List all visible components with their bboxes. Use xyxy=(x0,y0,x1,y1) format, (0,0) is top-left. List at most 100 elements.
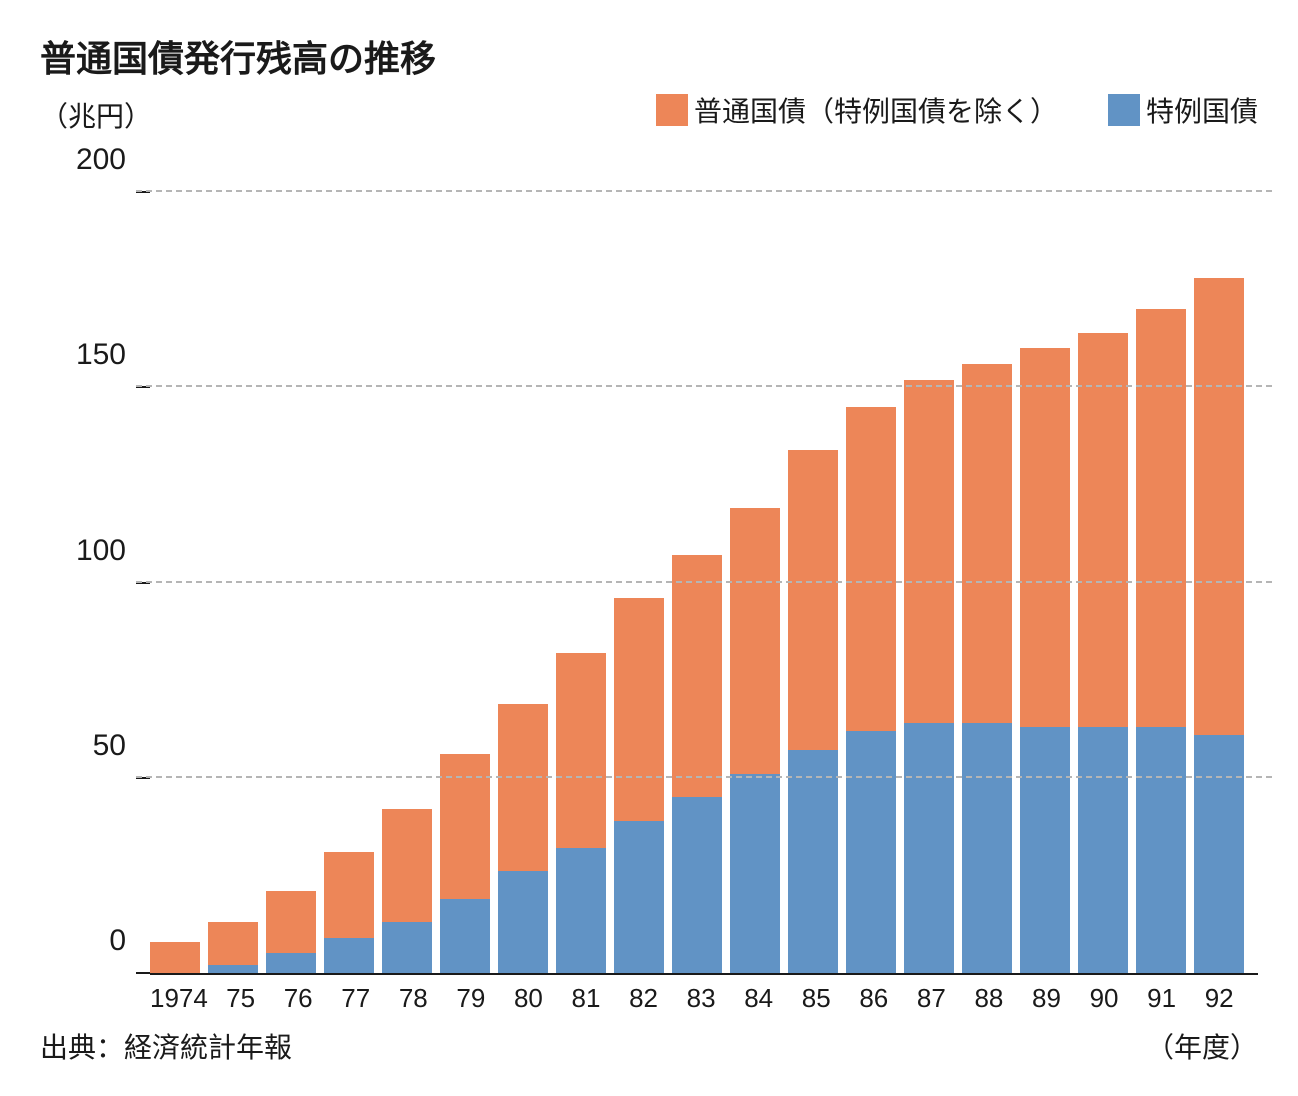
chart-title: 普通国債発行残高の推移 xyxy=(40,30,1258,82)
y-tick-label: 200 xyxy=(76,143,126,177)
x-tick-label: 88 xyxy=(964,983,1014,1014)
x-tick-label: 1974 xyxy=(150,983,208,1014)
bar-stack xyxy=(1194,278,1244,973)
x-tick-label: 91 xyxy=(1137,983,1187,1014)
x-tick-label: 80 xyxy=(504,983,554,1014)
y-tick-label: 50 xyxy=(93,729,126,763)
gridline xyxy=(136,776,1272,778)
plot-region xyxy=(150,155,1258,975)
bar-segment-futsu xyxy=(208,922,258,965)
bar-segment-tokure xyxy=(904,723,954,973)
bar-segment-futsu xyxy=(1020,348,1070,727)
bar-segment-futsu xyxy=(150,942,200,973)
bar-segment-futsu xyxy=(498,704,548,872)
chart-area: 050100150200 xyxy=(40,155,1258,975)
bar-segment-futsu xyxy=(556,653,606,848)
x-axis-unit: （年度） xyxy=(1146,1026,1258,1066)
bar-stack xyxy=(556,653,606,973)
bar-stack xyxy=(150,942,200,973)
bar-segment-futsu xyxy=(1136,309,1186,727)
bar-segment-tokure xyxy=(730,774,780,973)
x-tick-label: 83 xyxy=(676,983,726,1014)
x-tick-label: 76 xyxy=(273,983,323,1014)
bar-segment-futsu xyxy=(672,555,722,797)
bar-segment-futsu xyxy=(382,809,432,922)
chart-footer: 出典：経済統計年報 （年度） xyxy=(40,1026,1258,1066)
legend-swatch-futsu xyxy=(656,94,688,126)
x-axis-labels: 1974757677787980818283848586878889909192 xyxy=(150,983,1244,1014)
bar-segment-tokure xyxy=(556,848,606,973)
bar-segment-futsu xyxy=(730,508,780,774)
bar-segment-tokure xyxy=(208,965,258,973)
bar-segment-tokure xyxy=(382,922,432,973)
bar-segment-tokure xyxy=(266,953,316,973)
y-axis-unit: （兆円） xyxy=(40,95,152,135)
bar-stack xyxy=(788,450,838,973)
x-tick-label: 86 xyxy=(849,983,899,1014)
bar-segment-tokure xyxy=(498,871,548,973)
x-tick-label: 89 xyxy=(1022,983,1072,1014)
bar-stack xyxy=(1020,348,1070,973)
x-tick-label: 79 xyxy=(446,983,496,1014)
bar-stack xyxy=(962,364,1012,973)
bar-segment-tokure xyxy=(672,797,722,973)
x-tick-label: 82 xyxy=(619,983,669,1014)
y-tick-mark xyxy=(136,972,150,974)
bar-stack xyxy=(208,922,258,973)
x-tick-label: 84 xyxy=(734,983,784,1014)
legend-swatch-tokure xyxy=(1108,94,1140,126)
bar-stack xyxy=(266,891,316,973)
legend-label-tokure: 特例国債 xyxy=(1146,90,1258,130)
chart-header-row: （兆円） 普通国債（特例国債を除く） 特例国債 xyxy=(40,90,1258,135)
bar-segment-futsu xyxy=(788,450,838,751)
bar-segment-tokure xyxy=(1020,727,1070,973)
x-tick-label: 90 xyxy=(1079,983,1129,1014)
bar-stack xyxy=(324,852,374,973)
bar-stack xyxy=(440,754,490,973)
bar-segment-tokure xyxy=(846,731,896,973)
source-text: 出典：経済統計年報 xyxy=(40,1026,292,1066)
bar-stack xyxy=(1078,333,1128,973)
bar-stack xyxy=(498,704,548,973)
legend: 普通国債（特例国債を除く） 特例国債 xyxy=(656,90,1258,130)
bar-segment-tokure xyxy=(1194,735,1244,973)
x-tick-label: 75 xyxy=(216,983,266,1014)
bar-stack xyxy=(382,809,432,973)
x-tick-label: 78 xyxy=(389,983,439,1014)
bar-stack xyxy=(730,508,780,973)
bar-segment-futsu xyxy=(324,852,374,938)
bar-stack xyxy=(672,555,722,973)
chart-container: 普通国債発行残高の推移 （兆円） 普通国債（特例国債を除く） 特例国債 0501… xyxy=(40,30,1258,1066)
bar-stack xyxy=(1136,309,1186,973)
gridline xyxy=(136,581,1272,583)
x-tick-label: 85 xyxy=(791,983,841,1014)
bar-segment-tokure xyxy=(324,938,374,973)
bar-segment-tokure xyxy=(1136,727,1186,973)
bar-segment-futsu xyxy=(1078,333,1128,727)
bar-segment-futsu xyxy=(614,598,664,821)
legend-item-tokure: 特例国債 xyxy=(1108,90,1258,130)
legend-label-futsu: 普通国債（特例国債を除く） xyxy=(694,90,1058,130)
bar-stack xyxy=(846,407,896,973)
bar-segment-futsu xyxy=(266,891,316,953)
bar-segment-tokure xyxy=(1078,727,1128,973)
bar-segment-futsu xyxy=(846,407,896,731)
gridline xyxy=(136,385,1272,387)
bar-segment-futsu xyxy=(904,380,954,724)
x-tick-label: 81 xyxy=(561,983,611,1014)
bar-segment-futsu xyxy=(962,364,1012,723)
bar-segment-futsu xyxy=(1194,278,1244,735)
bar-segment-tokure xyxy=(788,750,838,973)
y-tick-label: 150 xyxy=(76,338,126,372)
bar-segment-tokure xyxy=(614,821,664,973)
bars-container xyxy=(150,155,1244,973)
gridline xyxy=(136,190,1272,192)
bar-stack xyxy=(614,598,664,973)
legend-item-futsu: 普通国債（特例国債を除く） xyxy=(656,90,1058,130)
x-tick-label: 87 xyxy=(907,983,957,1014)
bar-segment-tokure xyxy=(440,899,490,973)
x-tick-label: 92 xyxy=(1194,983,1244,1014)
bar-segment-tokure xyxy=(962,723,1012,973)
y-axis: 050100150200 xyxy=(40,155,150,975)
y-tick-label: 100 xyxy=(76,534,126,568)
